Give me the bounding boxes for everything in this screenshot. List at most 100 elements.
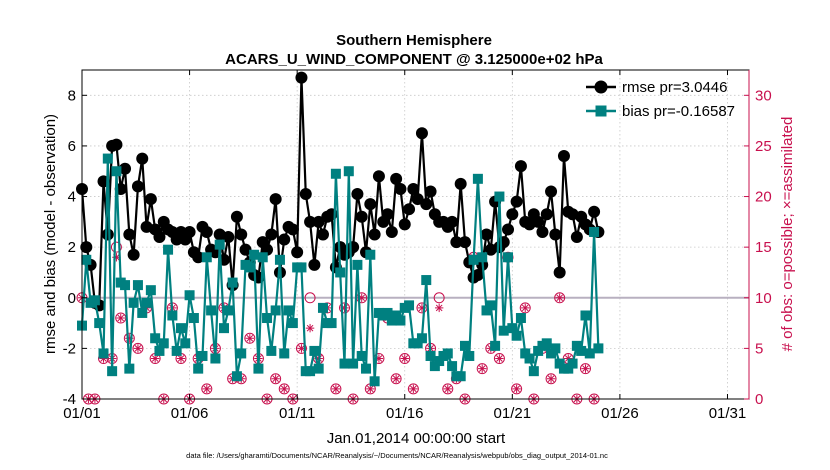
y-tick-label-right: 10 — [755, 290, 772, 307]
y-tick-label-left: 6 — [68, 138, 76, 155]
bias-point — [107, 366, 118, 377]
obs-possible-point — [201, 383, 213, 395]
bias-point — [219, 323, 230, 334]
bias-point — [89, 295, 100, 306]
bias-point — [111, 166, 122, 177]
bias-point — [253, 363, 264, 374]
bias-point — [472, 173, 483, 184]
obs-possible-point — [476, 363, 488, 375]
bias-point — [244, 262, 255, 273]
bias-point — [330, 168, 341, 179]
bias-point — [287, 318, 298, 329]
rmse-point — [446, 215, 459, 228]
obs-possible-point — [295, 342, 307, 354]
bias-point — [313, 363, 324, 374]
bias-point — [274, 254, 285, 265]
rmse-point — [351, 188, 364, 201]
bias-point — [317, 302, 328, 313]
obs-possible-point — [390, 373, 402, 385]
bias-point — [94, 318, 105, 329]
rmse-point — [497, 236, 510, 249]
rmse-point — [372, 170, 385, 183]
bias-point — [296, 262, 307, 273]
bias-point — [309, 345, 320, 356]
bias-point — [425, 350, 436, 361]
bias-point — [206, 305, 217, 316]
bias-point — [184, 290, 195, 301]
bias-point — [188, 313, 199, 324]
bias-point — [124, 363, 135, 374]
bias-point — [593, 343, 604, 354]
bias-point — [227, 277, 238, 288]
bias-point — [231, 371, 242, 382]
bias-point — [515, 313, 526, 324]
y-tick-label-left: -4 — [63, 391, 76, 408]
obs-assimilated-point — [133, 344, 143, 353]
rmse-point — [549, 228, 562, 241]
bias-point — [197, 350, 208, 361]
bias-point — [567, 358, 578, 369]
rmse-point — [347, 241, 360, 254]
rmse-point — [532, 215, 545, 228]
rmse-point — [110, 138, 123, 151]
bias-point — [128, 297, 139, 308]
x-tick-label: 01/06 — [171, 405, 209, 422]
legend: rmse pr=3.0446 bias pr=-0.16587 — [586, 79, 735, 120]
bias-point — [541, 338, 552, 349]
obs-assimilated-point — [245, 334, 255, 343]
rmse-point — [316, 228, 329, 241]
bias-point — [339, 358, 350, 369]
bias-point — [158, 338, 169, 349]
bias-point — [102, 153, 113, 164]
bias-point — [257, 252, 268, 263]
obs-assimilated-point — [391, 374, 401, 383]
obs-assimilated-point — [409, 384, 418, 394]
y-axis-left-label: rmse and bias (model - observation) — [42, 114, 59, 354]
bias-point — [335, 267, 346, 278]
rmse-point — [235, 228, 248, 241]
bias-point — [120, 280, 131, 291]
rmse-point — [291, 246, 304, 259]
bias-point — [262, 313, 273, 324]
rmse-point — [381, 208, 394, 221]
bias-point — [550, 343, 561, 354]
obs-possible-point — [123, 332, 135, 344]
bias-point — [150, 333, 161, 344]
rmse-point — [420, 198, 433, 211]
rmse-point — [119, 162, 132, 175]
obs-assimilated-point — [116, 313, 125, 323]
bias-point — [494, 191, 505, 202]
obs-possible-point — [442, 383, 454, 395]
rmse-point — [265, 228, 278, 241]
bias-point — [270, 305, 281, 316]
rmse-point — [454, 177, 467, 190]
bias-point — [361, 363, 372, 374]
y-tick-label-right: 0 — [755, 391, 763, 408]
rmse-point — [557, 150, 570, 163]
bias-point — [141, 297, 152, 308]
bias-point — [145, 285, 156, 296]
bias-point — [429, 361, 440, 372]
rmse-point — [355, 210, 368, 223]
rmse-series — [76, 71, 605, 312]
rmse-point — [101, 228, 114, 241]
bias-point — [175, 323, 186, 334]
rmse-point — [368, 228, 381, 241]
bias-point — [455, 371, 466, 382]
obs-assimilated-point — [443, 384, 452, 394]
bias-point — [498, 325, 509, 336]
rmse-point — [553, 266, 566, 279]
rmse-point — [506, 208, 519, 221]
x-axis-label: Jan.01,2014 00:00:00 start — [327, 430, 506, 447]
rmse-point — [415, 127, 428, 140]
obs-assimilated-point — [546, 374, 556, 383]
bias-point — [154, 345, 165, 356]
bias-point — [503, 252, 514, 263]
rmse-point — [536, 225, 549, 238]
y-tick-label-right: 5 — [755, 340, 763, 357]
bias-point — [528, 366, 539, 377]
bias-point — [412, 338, 423, 349]
bias-point — [193, 363, 204, 374]
bias-point — [386, 315, 397, 326]
